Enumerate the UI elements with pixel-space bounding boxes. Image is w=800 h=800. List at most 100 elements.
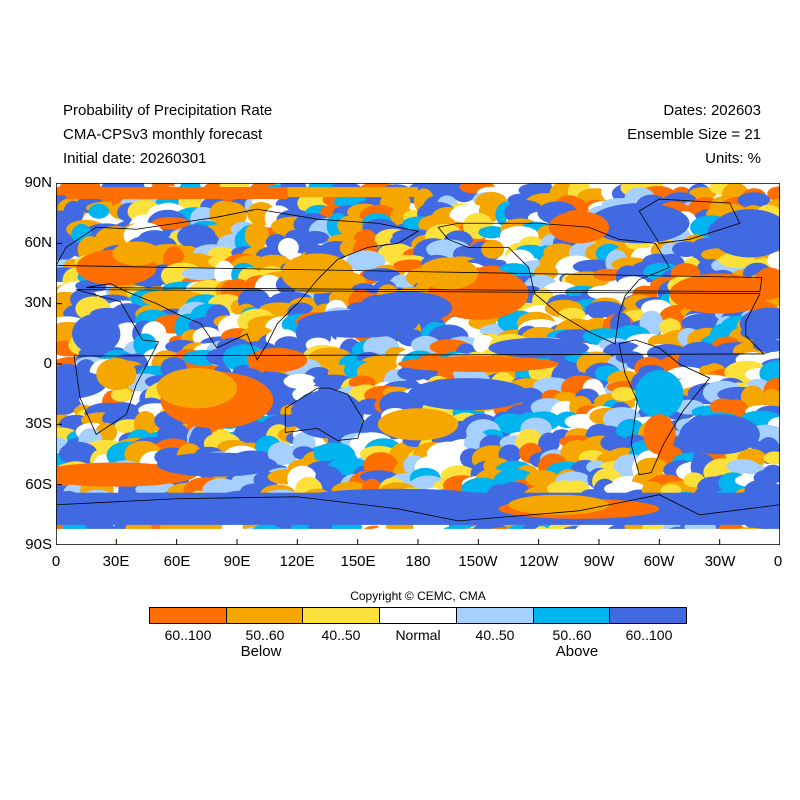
model-name: CMA-CPSv3 monthly forecast bbox=[63, 126, 263, 143]
field-patch bbox=[672, 241, 701, 258]
field-patch bbox=[219, 202, 247, 228]
initial-date: Initial date: 20260301 bbox=[63, 150, 207, 167]
field-patch bbox=[558, 307, 586, 322]
lon-label-120w: 120W bbox=[519, 553, 559, 570]
field-patch bbox=[679, 414, 760, 455]
field-patch bbox=[767, 251, 780, 269]
field-patch bbox=[753, 267, 780, 300]
field-patch bbox=[291, 390, 364, 439]
field-patch bbox=[739, 307, 780, 340]
lon-label-60e: 60E bbox=[163, 553, 191, 570]
field-patch bbox=[740, 385, 765, 410]
field-patch bbox=[281, 253, 354, 294]
coastlines bbox=[56, 198, 780, 522]
field-patch bbox=[643, 414, 676, 455]
field-patch bbox=[488, 337, 589, 358]
colorbar-box-below-50-60 bbox=[226, 608, 304, 623]
field-patch bbox=[297, 309, 418, 338]
lat-label-eq: 0 bbox=[43, 355, 52, 372]
lon-label-120e: 120E bbox=[279, 553, 315, 570]
field-patch bbox=[283, 373, 318, 389]
field-patch bbox=[767, 186, 780, 202]
field-patch bbox=[156, 368, 237, 409]
field-patch bbox=[244, 222, 269, 249]
axis-ticks bbox=[56, 183, 780, 545]
probability-map bbox=[56, 183, 780, 545]
coastline bbox=[73, 289, 765, 435]
lon-label-150w: 150W bbox=[458, 553, 498, 570]
field-patch bbox=[66, 187, 288, 200]
colorbar-above-label: Above bbox=[555, 643, 599, 660]
coastline bbox=[618, 339, 711, 476]
field-patch bbox=[418, 257, 479, 290]
field-patch bbox=[214, 260, 235, 286]
coastline bbox=[56, 494, 780, 522]
field-patch bbox=[56, 368, 107, 401]
field-patch bbox=[527, 183, 553, 197]
lon-label-0-end: 0 bbox=[773, 553, 783, 570]
field-patch bbox=[377, 408, 459, 441]
probability-field bbox=[56, 183, 780, 545]
lon-label-60w: 60W bbox=[643, 553, 675, 570]
map-title: Probability of Precipitation Rate bbox=[63, 102, 273, 119]
map-canvas bbox=[56, 183, 780, 545]
lat-label-30s: 30S bbox=[25, 415, 52, 432]
colorbar-box-above-50-60 bbox=[533, 608, 611, 623]
field-patch bbox=[525, 470, 560, 488]
field-patch bbox=[287, 187, 418, 198]
colorbar-label: Normal bbox=[395, 627, 441, 643]
lat-label-90s: 90S bbox=[25, 536, 52, 553]
colorbar-below-label: Below bbox=[240, 643, 282, 660]
colorbar-box-below-60-100 bbox=[150, 608, 227, 623]
field-patch bbox=[548, 211, 610, 244]
field-patch bbox=[337, 215, 366, 236]
field-patch bbox=[301, 231, 330, 245]
field-patch bbox=[72, 313, 121, 354]
lon-label-30w: 30W bbox=[704, 553, 736, 570]
copyright-text: Copyright © CEMC, CMA bbox=[350, 589, 486, 603]
colorbar-box-below-40-50 bbox=[303, 608, 381, 623]
field-patch bbox=[181, 267, 222, 281]
coastline bbox=[638, 198, 741, 244]
field-patch bbox=[588, 203, 690, 244]
colorbar-box-above-40-50 bbox=[456, 608, 534, 623]
field-patch bbox=[481, 239, 505, 259]
colorbar-box-above-60-100 bbox=[610, 608, 687, 623]
field-patch bbox=[478, 226, 507, 239]
units-label: Units: % bbox=[705, 150, 761, 167]
colorbar-label: 60..100 bbox=[164, 627, 212, 643]
field-patch bbox=[63, 200, 84, 225]
colorbar-label: 60..100 bbox=[625, 627, 673, 643]
lat-label-60s: 60S bbox=[25, 476, 52, 493]
field-patch bbox=[110, 388, 133, 402]
field-patch bbox=[96, 357, 137, 391]
field-patch bbox=[688, 187, 717, 200]
field-patch bbox=[508, 494, 610, 515]
lon-label-150e: 150E bbox=[340, 553, 376, 570]
field-patch bbox=[763, 451, 780, 465]
field-patch bbox=[247, 347, 308, 373]
field-patch bbox=[498, 444, 522, 464]
ensemble-size: Ensemble Size = 21 bbox=[627, 126, 761, 143]
field-patch bbox=[151, 217, 191, 230]
field-patch bbox=[585, 301, 624, 318]
field-patch bbox=[277, 488, 519, 521]
lon-label-0: 0 bbox=[51, 553, 61, 570]
coastline bbox=[56, 208, 763, 361]
colorbar-label: 50..60 bbox=[245, 627, 285, 643]
field-patch bbox=[58, 441, 98, 466]
field-patch bbox=[600, 434, 626, 452]
colorbar-box-normal bbox=[380, 608, 457, 623]
forecast-dates: Dates: 202603 bbox=[663, 102, 761, 119]
field-patch bbox=[611, 386, 637, 402]
lon-label-180: 180 bbox=[405, 553, 431, 570]
field-patch bbox=[112, 241, 161, 266]
field-patch bbox=[277, 238, 299, 258]
field-patch bbox=[737, 192, 771, 209]
colorbar bbox=[149, 607, 687, 624]
colorbar-label: 40..50 bbox=[321, 627, 361, 643]
colorbar-label: 50..60 bbox=[552, 627, 592, 643]
field-patch bbox=[346, 250, 386, 272]
field-patch bbox=[709, 209, 780, 258]
lat-label-90n: 90N bbox=[24, 174, 52, 191]
